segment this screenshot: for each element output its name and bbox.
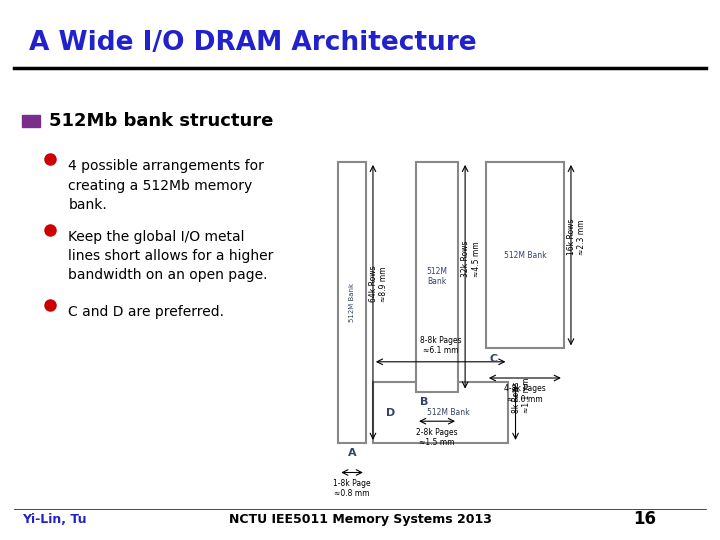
Text: B: B [420,397,428,407]
Text: Keep the global I/O metal
lines short allows for a higher
bandwidth on an open p: Keep the global I/O metal lines short al… [68,230,274,282]
FancyBboxPatch shape [22,115,40,127]
FancyBboxPatch shape [373,382,508,443]
Text: 16k Rows
≈2.3 mm: 16k Rows ≈2.3 mm [567,219,586,255]
Text: 16: 16 [634,510,657,529]
Text: 512M Bank: 512M Bank [349,283,355,322]
FancyBboxPatch shape [338,162,366,443]
Text: NCTU IEE5011 Memory Systems 2013: NCTU IEE5011 Memory Systems 2013 [228,513,492,526]
Text: 8-8k Pages
≈6.1 mm: 8-8k Pages ≈6.1 mm [420,336,462,355]
Text: 8k Rows
≈1.1 mm: 8k Rows ≈1.1 mm [512,377,531,413]
Text: A: A [348,448,356,458]
Text: 4-8k Pages
≈3.0 mm: 4-8k Pages ≈3.0 mm [504,384,546,404]
Text: A Wide I/O DRAM Architecture: A Wide I/O DRAM Architecture [29,30,477,56]
Text: 4 possible arrangements for
creating a 512Mb memory
bank.: 4 possible arrangements for creating a 5… [68,159,264,212]
Text: 64k Rows
≈8.9 mm: 64k Rows ≈8.9 mm [369,266,388,302]
Text: 512Mb bank structure: 512Mb bank structure [49,112,274,130]
FancyBboxPatch shape [486,162,564,348]
Text: 512M
Bank: 512M Bank [426,267,448,286]
Text: 1-8k Page
≈0.8 mm: 1-8k Page ≈0.8 mm [333,479,371,498]
Text: Yi-Lin, Tu: Yi-Lin, Tu [22,513,86,526]
Text: C: C [490,354,498,364]
Text: 2-8k Pages
≈1.5 mm: 2-8k Pages ≈1.5 mm [416,428,458,447]
Text: 512M Bank: 512M Bank [503,251,546,260]
Text: 512M Bank: 512M Bank [426,408,469,417]
FancyBboxPatch shape [416,162,458,392]
Text: D: D [386,408,395,417]
Text: C and D are preferred.: C and D are preferred. [68,305,225,319]
Text: 32k Rows
≈4.5 mm: 32k Rows ≈4.5 mm [462,240,480,276]
